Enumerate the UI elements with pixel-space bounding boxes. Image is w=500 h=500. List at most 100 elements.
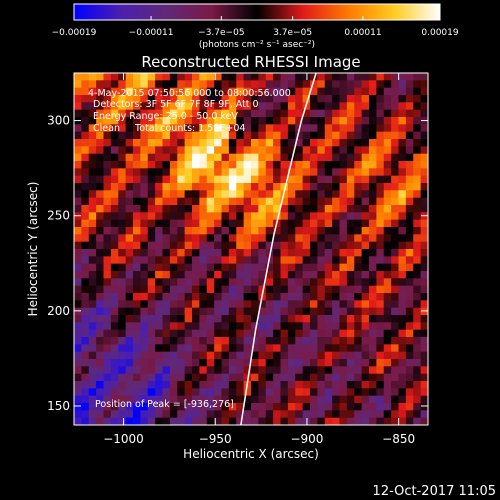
heatmap-cell [88, 263, 97, 272]
heatmap-cell [133, 395, 141, 404]
heatmap-cell [147, 263, 156, 272]
heatmap-cell [346, 366, 355, 375]
heatmap-cell [192, 366, 200, 375]
heatmap-cell [228, 381, 237, 389]
heatmap-cell [280, 73, 289, 81]
heatmap-cell [81, 95, 90, 103]
heatmap-cell [125, 131, 134, 140]
heatmap-cell [251, 234, 259, 243]
heatmap-cell [405, 80, 414, 89]
heatmap-cell [369, 131, 377, 140]
heatmap-cell [228, 322, 237, 331]
heatmap-cell [287, 109, 296, 118]
colorbar: −0.00019 −0.00011 −3.7e−05 3.7e−05 0.00011 0.… [52, 3, 459, 50]
heatmap-cell [310, 219, 318, 228]
heatmap-cell [103, 315, 112, 323]
heatmap-cell [243, 410, 252, 419]
heatmap-cell [420, 307, 428, 316]
heatmap-cell [339, 212, 348, 221]
heatmap-cell [265, 329, 274, 338]
heatmap-cell [206, 227, 215, 235]
heatmap-cell [369, 139, 377, 147]
heatmap-cell [96, 373, 105, 382]
heatmap-cell [221, 285, 230, 294]
heatmap-cell [221, 307, 230, 316]
heatmap-cell [405, 190, 414, 199]
heatmap-cell [310, 175, 318, 184]
heatmap-cell [236, 381, 245, 389]
heatmap-cell [354, 344, 363, 353]
heatmap-cell [214, 263, 223, 272]
heatmap-cell [354, 300, 363, 309]
heatmap-cell [147, 351, 156, 360]
heatmap-cell [287, 410, 296, 419]
heatmap-cell [317, 109, 326, 118]
heatmap-cell [346, 395, 355, 404]
heatmap-cell [103, 410, 112, 419]
heatmap-cell [413, 87, 422, 96]
heatmap-cell [177, 351, 186, 360]
heatmap-cell [302, 315, 311, 323]
heatmap-cell [125, 417, 134, 425]
heatmap-cell [324, 117, 333, 125]
heatmap-cell [243, 95, 252, 103]
heatmap-cell [140, 410, 149, 419]
heatmap-cell [221, 344, 230, 353]
heatmap-cell [177, 395, 186, 404]
heatmap-cell [177, 219, 186, 228]
heatmap-cell [302, 322, 311, 331]
heatmap-cell [214, 117, 223, 125]
heatmap-cell [125, 234, 134, 243]
heatmap-cell [236, 263, 245, 272]
heatmap-cell [398, 80, 407, 89]
heatmap-cell [228, 161, 237, 169]
heatmap-cell [273, 102, 282, 111]
heatmap-cell [339, 197, 348, 206]
heatmap-cell [251, 381, 259, 389]
heatmap-cell [192, 395, 200, 404]
heatmap-cell [339, 373, 348, 382]
heatmap-cell [339, 102, 348, 111]
heatmap-cell [280, 337, 289, 345]
heatmap-cell [280, 278, 289, 287]
heatmap-cell [177, 300, 186, 309]
heatmap-cell [81, 234, 90, 243]
heatmap-cell [206, 205, 215, 213]
heatmap-cell [324, 271, 333, 279]
heatmap-cell [147, 212, 156, 221]
colorbar-unit-label: (photons cm⁻² s⁻¹ asec⁻²) [199, 40, 315, 50]
heatmap-cell [155, 87, 164, 96]
heatmap-cell [96, 271, 105, 279]
heatmap-cell [420, 146, 428, 155]
heatmap-cell [88, 307, 97, 316]
heatmap-cell [169, 190, 178, 199]
heatmap-cell [133, 139, 141, 147]
heatmap-cell [177, 256, 186, 265]
heatmap-cell [199, 359, 208, 367]
heatmap-cell [258, 322, 267, 331]
heatmap-cell [228, 410, 237, 419]
heatmap-cell [147, 395, 156, 404]
heatmap-cell [140, 197, 149, 206]
heatmap-cell [206, 241, 215, 250]
heatmap-cell [184, 73, 193, 81]
heatmap-cell [413, 183, 422, 191]
heatmap-cell [155, 337, 164, 345]
heatmap-cell [310, 395, 318, 404]
heatmap-cell [140, 322, 149, 331]
heatmap-cell [221, 168, 230, 177]
heatmap-cell [369, 227, 377, 235]
heatmap-cell [81, 315, 90, 323]
heatmap-cell [177, 249, 186, 257]
heatmap-cell [369, 344, 377, 353]
heatmap-cell [383, 139, 392, 147]
heatmap-cell [206, 307, 215, 316]
heatmap-cell [199, 315, 208, 323]
heatmap-cell [125, 73, 134, 81]
heatmap-cell [369, 395, 377, 404]
heatmap-cell [398, 146, 407, 155]
heatmap-cell [332, 234, 341, 243]
heatmap-cell [332, 293, 341, 301]
heatmap-cell [228, 249, 237, 257]
heatmap-cell [391, 183, 400, 191]
